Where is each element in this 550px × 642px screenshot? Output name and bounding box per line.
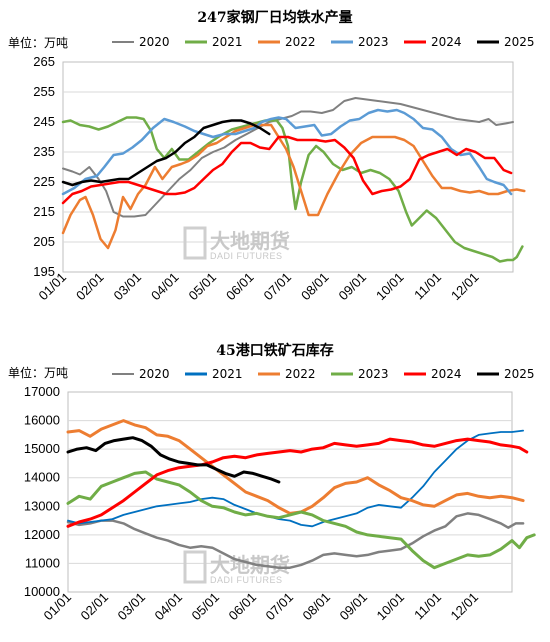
watermark-logo (183, 550, 207, 584)
chart2-x-axis: 01/01 02/01 03/01 04/01 05/01 06/01 07/01 08/01… (41, 590, 482, 624)
x-tick-label: 10/01 (373, 270, 407, 304)
series-line-2023 (66, 470, 536, 570)
series-line-2020 (66, 512, 525, 569)
x-tick-label: 12/01 (448, 270, 482, 304)
x-tick-label: 03/01 (111, 270, 145, 304)
watermark-en: DADI FUTURES (210, 251, 283, 261)
series-line-2024 (61, 135, 513, 205)
x-tick-label: 05/01 (189, 590, 223, 624)
chart1-series (61, 97, 526, 263)
x-tick-label: 06/01 (226, 590, 260, 624)
series-line-2024 (66, 437, 529, 528)
legend-label-2021: 2021 (212, 35, 243, 49)
chart1-x-axis: 01/01 02/01 03/01 04/01 05/01 06/01 07/01 08/01… (36, 270, 482, 304)
chart2-y-axis: 17000 16000 15000 14000 13000 12000 11000 10000 (24, 384, 60, 599)
y-tick-label: 205 (33, 234, 55, 249)
y-tick-label: 255 (33, 84, 55, 99)
series-line-2021 (61, 116, 524, 263)
chart1-unit-label: 单位：万吨 (8, 35, 68, 50)
watermark-en: DADI FUTURES (210, 575, 283, 585)
y-tick-label: 15000 (24, 441, 60, 456)
y-tick-label: 235 (33, 144, 55, 159)
chart2-watermark: 大地期货 DADI FUTURES (183, 550, 290, 585)
chart1-plot-frame (62, 61, 514, 273)
x-tick-label: 02/01 (78, 590, 112, 624)
chart2-legend: 2020 2021 2022 2023 2024 2025 (112, 367, 535, 381)
x-tick-label: 04/01 (152, 590, 186, 624)
legend-label-2023: 2023 (358, 367, 389, 381)
x-tick-label: 09/01 (337, 590, 371, 624)
x-tick-label: 09/01 (336, 270, 370, 304)
chart1-legend: 2020 2021 2022 2023 2024 2025 (112, 35, 535, 49)
legend-label-2022: 2022 (285, 367, 316, 381)
x-tick-label: 07/01 (263, 590, 297, 624)
chart2-series (66, 419, 536, 570)
legend-label-2025: 2025 (504, 367, 535, 381)
x-tick-label: 08/01 (300, 590, 334, 624)
y-tick-label: 17000 (24, 384, 60, 399)
chart-port-ore-inventory: 45港口铁矿石库存 单位：万吨 2020 2021 2022 2023 2024 2025… (8, 342, 536, 624)
chart1-watermark: 大地期货 DADI FUTURES (183, 226, 290, 261)
y-tick-label: 195 (33, 264, 55, 279)
x-tick-label: 07/01 (261, 270, 295, 304)
x-tick-label: 08/01 (298, 270, 332, 304)
chart1-grid (63, 91, 513, 243)
series-line-2020 (62, 97, 514, 218)
legend-label-2025: 2025 (504, 35, 535, 49)
y-tick-label: 12000 (24, 527, 60, 542)
legend-label-2021: 2021 (212, 367, 243, 381)
legend-label-2024: 2024 (431, 367, 462, 381)
series-line-2023 (61, 108, 513, 196)
x-tick-label: 05/01 (186, 270, 220, 304)
chart1-y-axis: 265 255 245 235 225 215 205 195 (33, 54, 55, 279)
x-tick-label: 10/01 (374, 590, 408, 624)
watermark-cn: 大地期货 (210, 553, 290, 577)
legend-label-2020: 2020 (139, 35, 170, 49)
y-tick-label: 16000 (24, 413, 60, 428)
chart-iron-output: 247家钢厂日均铁水产量 单位：万吨 2020 2021 2022 2023 2024 2… (8, 9, 535, 303)
legend-label-2020: 2020 (139, 367, 170, 381)
x-tick-label: 02/01 (73, 270, 107, 304)
chart2-title: 45港口铁矿石库存 (216, 342, 333, 359)
y-tick-label: 14000 (24, 470, 60, 485)
y-tick-label: 245 (33, 114, 55, 129)
series-line-2025 (66, 436, 281, 484)
series-line-2021 (67, 429, 524, 528)
watermark-cn: 大地期货 (210, 229, 290, 253)
x-tick-label: 06/01 (223, 270, 257, 304)
legend-label-2024: 2024 (431, 35, 462, 49)
y-tick-label: 13000 (24, 498, 60, 513)
x-tick-label: 12/01 (448, 590, 482, 624)
watermark-logo (183, 226, 207, 260)
x-tick-label: 04/01 (148, 270, 182, 304)
series-line-2025 (61, 119, 271, 187)
legend-label-2023: 2023 (358, 35, 389, 49)
chart1-title: 247家钢厂日均铁水产量 (197, 9, 352, 26)
x-tick-label: 03/01 (115, 590, 149, 624)
chart2-unit-label: 单位：万吨 (8, 365, 68, 380)
y-tick-label: 225 (33, 174, 55, 189)
x-tick-label: 11/01 (411, 270, 444, 303)
y-tick-label: 10000 (24, 584, 60, 599)
y-tick-label: 11000 (25, 555, 60, 570)
chart2-plot-frame (67, 391, 513, 593)
series-line-2022 (66, 419, 525, 515)
y-tick-label: 215 (33, 204, 55, 219)
legend-label-2022: 2022 (285, 35, 316, 49)
x-tick-label: 11/01 (411, 590, 444, 623)
y-tick-label: 265 (33, 54, 55, 69)
